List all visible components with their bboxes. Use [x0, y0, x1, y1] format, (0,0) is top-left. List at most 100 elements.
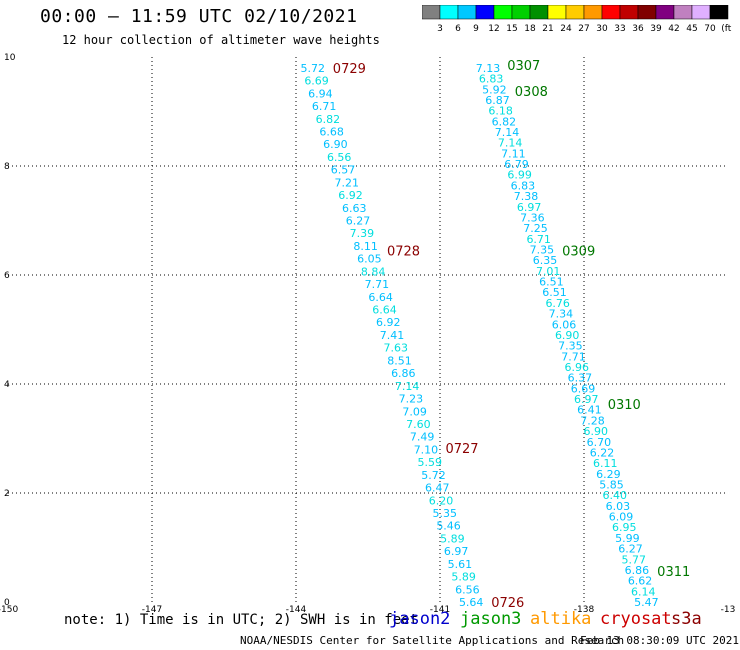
swh-value-jason2: 6.64 [368, 291, 393, 304]
swh-value-jason3: 6.03 [606, 500, 631, 513]
swh-value-jason2: 7.41 [380, 329, 405, 342]
time-label-jason2: 0727 [445, 442, 478, 457]
swh-value-jason2: 7.63 [384, 342, 409, 355]
swh-value-jason2: 5.72 [421, 469, 446, 482]
swh-value-jason3: 7.25 [523, 222, 548, 235]
swh-value-jason2: 6.86 [391, 367, 416, 380]
time-label-jason2: 0728 [387, 244, 420, 259]
time-label-jason2: 0726 [491, 596, 524, 611]
x-tick-label: -150 [0, 605, 18, 615]
colorbar-label: 70 [704, 24, 716, 34]
swh-value-jason3: 7.71 [561, 350, 586, 363]
swh-value-jason2: 7.71 [365, 278, 390, 291]
swh-value-jason2: 5.46 [436, 520, 461, 533]
colorbar-label: 39 [650, 24, 662, 34]
swh-value-jason2: 6.56 [327, 151, 352, 164]
swh-value-jason3: 5.85 [599, 478, 624, 491]
swh-value-jason2: 8.11 [353, 240, 378, 253]
y-tick-label: 4 [4, 380, 10, 390]
swh-value-jason3: 6.83 [511, 179, 536, 192]
swh-value-jason3: 6.40 [602, 489, 627, 502]
swh-value-jason3: 6.95 [612, 521, 637, 534]
colorbar-label: 42 [668, 24, 679, 34]
swh-value-jason3: 6.90 [555, 329, 580, 342]
swh-value-jason3: 6.06 [552, 318, 577, 331]
swh-value-jason3: 6.51 [542, 286, 567, 299]
swh-value-jason3: 6.87 [485, 94, 510, 107]
swh-value-jason3: 6.97 [517, 201, 542, 214]
swh-value-jason2: 6.27 [346, 215, 371, 228]
swh-value-jason2: 7.39 [350, 227, 375, 240]
y-tick-label: 6 [4, 271, 10, 281]
swh-value-jason3: 6.69 [571, 382, 596, 395]
swh-value-jason3: 7.13 [476, 62, 501, 75]
swh-value-jason3: 7.35 [530, 243, 555, 256]
x-tick-label: -147 [142, 605, 162, 615]
time-label-jason3: 0307 [507, 59, 540, 74]
swh-value-jason2: 6.71 [312, 100, 337, 113]
swh-value-jason3: 6.35 [533, 254, 558, 267]
timestamp-text: Feb 13 08:30:09 UTC 2021 [580, 634, 739, 647]
legend-item-s3a: s3a [671, 609, 702, 629]
swh-value-jason3: 6.11 [593, 457, 618, 470]
swh-value-jason2: 6.63 [342, 202, 367, 215]
swh-value-jason2: 6.92 [376, 316, 401, 329]
time-label-jason3: 0309 [562, 244, 595, 259]
colorbar-label: 45 [686, 24, 697, 34]
legend-item-jason3: jason3 [460, 609, 522, 629]
swh-value-jason2: 6.57 [331, 164, 356, 177]
swh-value-jason2: 7.10 [414, 443, 439, 456]
swh-value-jason3: 6.79 [504, 158, 529, 171]
legend-item-jason2: jason2 [389, 609, 451, 629]
time-label-jason3: 0310 [608, 398, 641, 413]
y-tick-label: 2 [4, 489, 10, 499]
swh-value-jason3: 6.86 [625, 564, 650, 577]
x-tick-label: -13 [721, 605, 736, 615]
swh-value-jason2: 5.89 [440, 532, 465, 545]
swh-value-jason2: 7.21 [334, 176, 359, 189]
swh-value-jason3: 6.96 [564, 361, 589, 374]
swh-value-jason2: 6.92 [338, 189, 363, 202]
swh-value-jason3: 7.01 [536, 265, 561, 278]
swh-value-jason2: 6.82 [316, 113, 341, 126]
swh-value-jason2: 5.61 [448, 558, 473, 571]
colorbar-label: 15 [506, 24, 517, 34]
swh-value-jason3: 7.38 [514, 190, 539, 203]
colorbar-label: 21 [542, 24, 553, 34]
swh-value-jason2: 6.05 [357, 253, 382, 266]
swh-value-jason2: 5.35 [433, 507, 458, 520]
x-tick-label: -144 [286, 605, 307, 615]
swh-value-jason2: 6.47 [425, 482, 450, 495]
swh-value-jason3: 5.92 [482, 83, 507, 96]
colorbar-label: (ft) [721, 24, 732, 34]
chart-title: 00:00 – 11:59 UTC 02/10/2021 [40, 6, 358, 27]
swh-value-jason3: 6.62 [628, 575, 653, 588]
swh-value-jason3: 6.29 [596, 468, 621, 481]
swh-value-jason3: 6.83 [479, 73, 504, 86]
swh-value-jason3: 6.99 [507, 169, 532, 182]
swh-value-jason2: 6.69 [304, 75, 329, 88]
colorbar-swatch [709, 5, 729, 20]
swh-value-jason3: 6.22 [590, 446, 615, 459]
time-label-jason3: 0311 [657, 565, 690, 580]
swh-value-jason3: 7.28 [580, 414, 605, 427]
colorbar-label: 12 [488, 24, 499, 34]
swh-value-jason3: 7.35 [558, 340, 583, 353]
swh-value-jason2: 7.49 [410, 431, 435, 444]
swh-value-jason3: 5.99 [615, 532, 640, 545]
swh-value-jason2: 5.89 [451, 571, 476, 584]
credit-text: NOAA/NESDIS Center for Satellite Applica… [240, 634, 625, 647]
swh-value-jason3: 6.09 [609, 511, 634, 524]
time-label-jason3: 0308 [515, 85, 548, 100]
swh-value-jason2: 8.51 [387, 354, 412, 367]
y-tick-label: 0 [4, 598, 10, 608]
swh-value-jason3: 6.51 [539, 276, 564, 289]
swh-value-jason3: 5.77 [621, 553, 646, 566]
x-tick-label: -141 [430, 605, 450, 615]
colorbar-label: 9 [473, 24, 479, 34]
swh-value-jason3: 6.37 [568, 372, 593, 385]
swh-value-jason3: 6.70 [587, 436, 612, 449]
swh-value-jason2: 7.14 [395, 380, 420, 393]
legend-item-altika: altika [530, 609, 592, 629]
